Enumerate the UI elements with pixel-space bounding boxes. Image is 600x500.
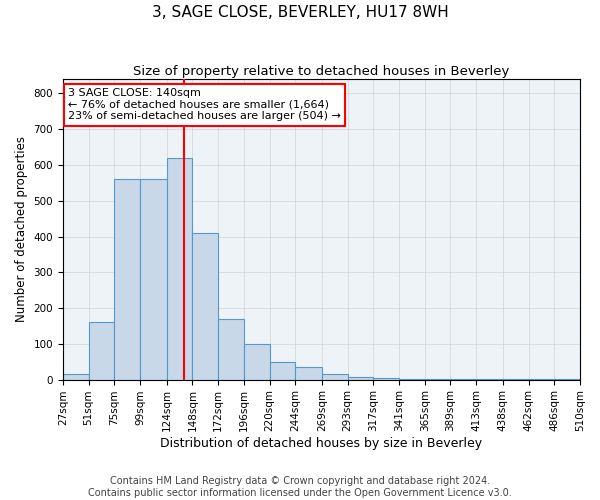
Text: 3, SAGE CLOSE, BEVERLEY, HU17 8WH: 3, SAGE CLOSE, BEVERLEY, HU17 8WH	[152, 5, 448, 20]
Bar	[322, 374, 347, 380]
Bar	[167, 158, 193, 380]
Bar	[140, 180, 167, 380]
Bar	[63, 374, 89, 380]
Title: Size of property relative to detached houses in Beverley: Size of property relative to detached ho…	[133, 65, 509, 78]
Bar	[347, 376, 373, 380]
Y-axis label: Number of detached properties: Number of detached properties	[15, 136, 28, 322]
Bar	[425, 379, 451, 380]
Bar	[399, 378, 425, 380]
Bar	[218, 319, 244, 380]
Bar	[269, 362, 295, 380]
Text: 3 SAGE CLOSE: 140sqm
← 76% of detached houses are smaller (1,664)
23% of semi-de: 3 SAGE CLOSE: 140sqm ← 76% of detached h…	[68, 88, 341, 122]
X-axis label: Distribution of detached houses by size in Beverley: Distribution of detached houses by size …	[160, 437, 482, 450]
Bar	[89, 322, 114, 380]
Text: Contains HM Land Registry data © Crown copyright and database right 2024.
Contai: Contains HM Land Registry data © Crown c…	[88, 476, 512, 498]
Bar	[193, 233, 218, 380]
Bar	[373, 378, 399, 380]
Bar	[244, 344, 269, 380]
Bar	[295, 367, 322, 380]
Bar	[114, 180, 140, 380]
